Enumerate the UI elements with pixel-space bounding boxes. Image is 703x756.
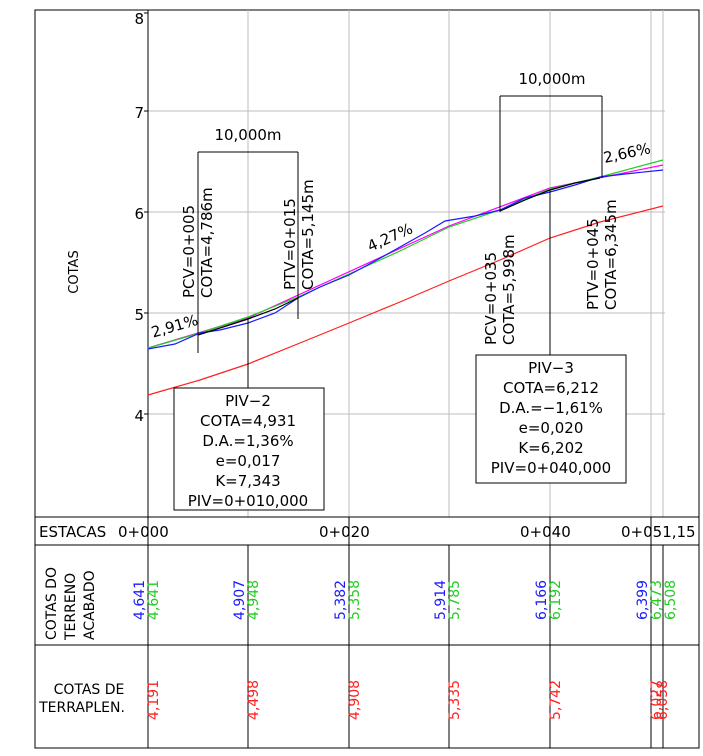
- terraplen-4: 5,742: [548, 680, 564, 720]
- piv2-k: K=7,343: [215, 472, 280, 490]
- piv2-text: PIV−2 COTA=4,931 D.A.=1,36% e=0,017 K=7,…: [188, 392, 308, 510]
- terraplen-1: 4,498: [246, 680, 262, 720]
- piv3-da: D.A.=−1,61%: [499, 399, 603, 417]
- tick-label-6: 6: [134, 205, 144, 223]
- estaca-0: 0+000: [118, 523, 169, 541]
- ptv2-cota: COTA=6,345m: [602, 199, 620, 310]
- terreno-green-4: 6,192: [548, 580, 564, 620]
- tick-label-8: 8: [134, 10, 144, 28]
- piv2-box: [173, 387, 325, 511]
- station-markers: [197, 95, 603, 388]
- cotas-terraplen-label-2: TERRAPLEN.: [38, 700, 125, 716]
- pcv2-cota: COTA=5,998m: [500, 234, 518, 345]
- terreno-acabado-blue: [147, 169, 664, 350]
- tick-label-4: 4: [134, 407, 144, 425]
- estaca-40: 0+040: [520, 523, 571, 541]
- piv3-title: PIV−3: [528, 359, 574, 377]
- table-station-ticks: [247, 517, 664, 748]
- piv3-k: K=6,202: [518, 439, 583, 457]
- terreno-green-1: 4,948: [246, 580, 262, 620]
- estacas-label: ESTACAS: [39, 523, 106, 541]
- terreno-blue-3: 5,914: [433, 580, 449, 620]
- pcv1-station: PCV=0+005: [180, 205, 198, 298]
- piv2-piv: PIV=0+010,000: [188, 492, 308, 510]
- cotas-terreno-label-3: ACABADO: [82, 570, 98, 640]
- estaca-end: 0+051,15: [621, 523, 696, 541]
- grade-label-2: 4,27%: [365, 220, 416, 256]
- cotas-terreno-label-2: TERRENO: [63, 573, 79, 641]
- tick-label-5: 5: [134, 306, 144, 324]
- terraplen-line: [147, 205, 664, 396]
- piv2-da: D.A.=1,36%: [202, 432, 293, 450]
- tick-label-7: 7: [134, 104, 144, 122]
- cotas-terraplen-label-1: COTAS DE: [54, 682, 125, 698]
- axis-tick-labels: 8 7 6 5 4: [134, 10, 144, 425]
- piv2-e: e=0,017: [216, 452, 281, 470]
- terreno-blue-0: 4,641: [132, 580, 148, 620]
- piv2-cota: COTA=4,931: [200, 412, 296, 430]
- terreno-blue-4: 6,166: [534, 580, 550, 620]
- terreno-green-5: 6,473: [649, 580, 665, 620]
- terraplen-0: 4,191: [146, 680, 162, 720]
- terraplen-5: 6,027: [649, 680, 665, 720]
- terreno-blue-5: 6,399: [635, 580, 651, 620]
- piv3-text: PIV−3 COTA=6,212 D.A.=−1,61% e=0,020 K=6…: [491, 359, 611, 477]
- cotas-terreno-label-1: COTAS DO: [44, 567, 60, 640]
- piv3-piv: PIV=0+040,000: [491, 459, 611, 477]
- piv3-e: e=0,020: [519, 419, 584, 437]
- terraplen-3: 5,335: [447, 680, 463, 720]
- terreno-values: 4,641 4,641 4,907 4,948 5,382 5,358 5,91…: [132, 580, 679, 620]
- cotas-terreno-label: COTAS DO TERRENO ACABADO: [44, 567, 98, 641]
- station-labels: PCV=0+005 COTA=4,786m PTV=0+015 COTA=5,1…: [180, 179, 620, 345]
- axis-tick-marks: [144, 12, 148, 415]
- dimension-label-1: 10,000m: [214, 126, 281, 144]
- estacas-values: 0+000 0+020 0+040 0+051,15: [118, 523, 696, 541]
- terreno-green-0: 4,641: [146, 580, 162, 620]
- dimension-label-2: 10,000m: [518, 70, 585, 88]
- pcv2-station: PCV=0+035: [482, 252, 500, 345]
- piv2-title: PIV−2: [225, 392, 271, 410]
- terraplen-6: 6,058: [655, 680, 671, 720]
- ptv1-station: PTV=0+015: [281, 198, 299, 290]
- grade-label-3: 2,66%: [602, 139, 652, 167]
- axis-title: COTAS: [67, 250, 82, 293]
- estaca-20: 0+020: [319, 523, 370, 541]
- terreno-green-6: 6,508: [663, 580, 679, 620]
- table-rules: [35, 516, 699, 646]
- outer-frame: [34, 9, 700, 749]
- piv3-cota: COTA=6,212: [503, 379, 599, 397]
- terreno-green-2: 5,358: [347, 580, 363, 620]
- terraplen-values: 4,191 4,498 4,908 5,335 5,742 6,027 6,05…: [146, 680, 671, 720]
- pcv1-cota: COTA=4,786m: [198, 187, 216, 298]
- terraplen-2: 4,908: [347, 680, 363, 720]
- terreno-blue-1: 4,907: [232, 580, 248, 620]
- terreno-blue-2: 5,382: [333, 580, 349, 620]
- piv3-box: [475, 354, 627, 484]
- terreno-green-3: 5,785: [447, 580, 463, 620]
- ptv1-cota: COTA=5,145m: [299, 179, 317, 290]
- cotas-terraplen-label: COTAS DE TERRAPLEN.: [38, 682, 125, 716]
- ptv2-station: PTV=0+045: [584, 218, 602, 310]
